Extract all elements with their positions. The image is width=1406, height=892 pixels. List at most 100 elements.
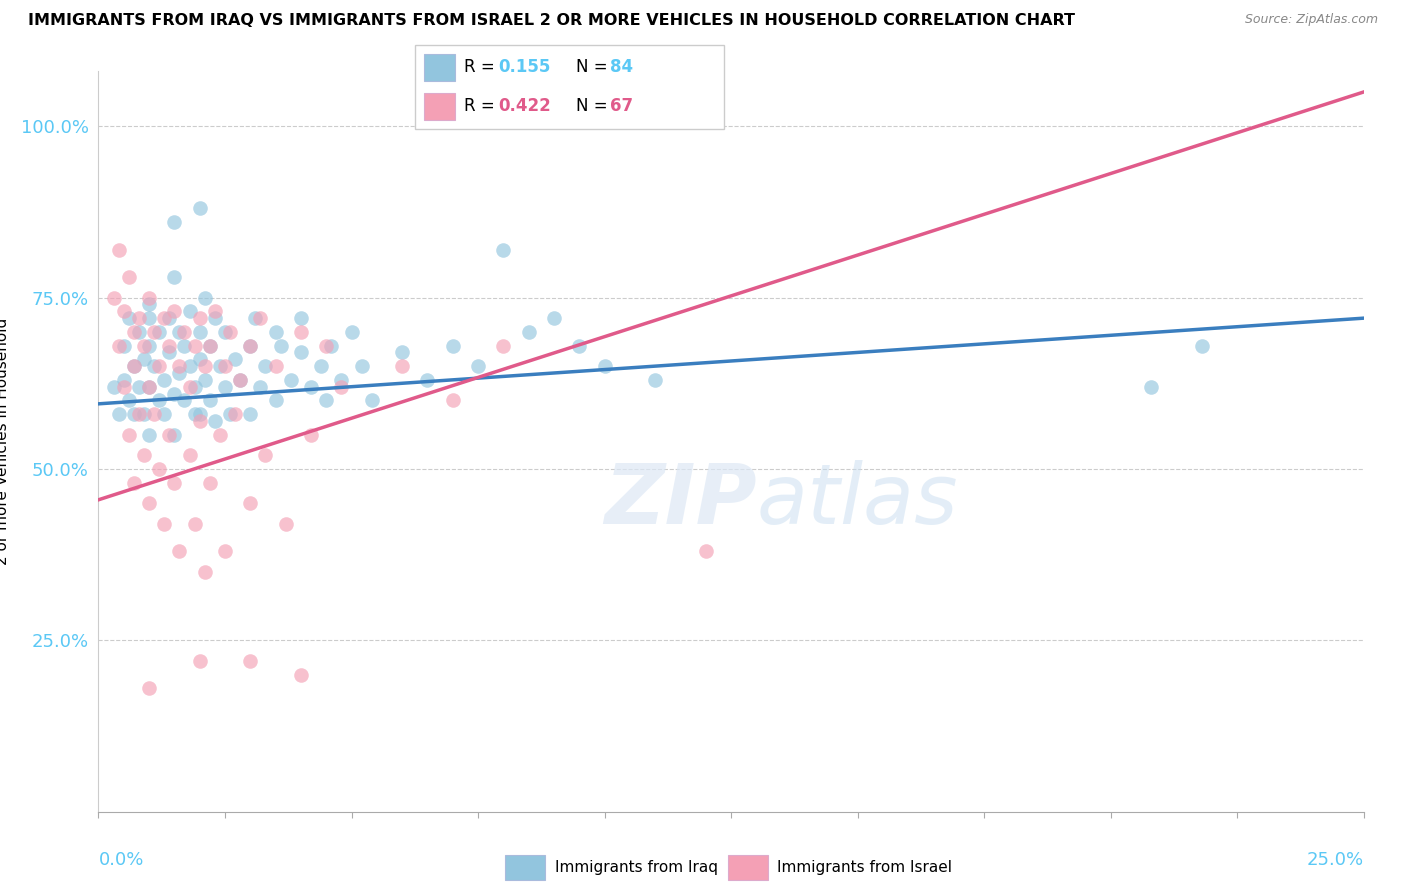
- Text: R =: R =: [464, 97, 501, 115]
- Point: [143, 407, 166, 421]
- Point: [264, 393, 287, 408]
- Point: [122, 407, 145, 421]
- Point: [254, 448, 277, 462]
- Point: [219, 325, 242, 339]
- Point: [208, 427, 231, 442]
- Point: [229, 373, 252, 387]
- Point: [391, 345, 413, 359]
- Point: [163, 270, 186, 285]
- Text: atlas: atlas: [756, 460, 957, 541]
- Point: [239, 407, 262, 421]
- Point: [416, 373, 439, 387]
- Text: IMMIGRANTS FROM IRAQ VS IMMIGRANTS FROM ISRAEL 2 OR MORE VEHICLES IN HOUSEHOLD C: IMMIGRANTS FROM IRAQ VS IMMIGRANTS FROM …: [28, 13, 1076, 29]
- Point: [441, 393, 464, 408]
- Point: [169, 366, 191, 380]
- Point: [274, 516, 297, 531]
- Point: [350, 359, 373, 373]
- Point: [157, 427, 180, 442]
- Point: [107, 407, 129, 421]
- Point: [219, 407, 242, 421]
- Point: [169, 325, 191, 339]
- Point: [143, 325, 166, 339]
- Point: [239, 496, 262, 510]
- Point: [204, 311, 226, 326]
- Point: [183, 380, 205, 394]
- Point: [179, 304, 201, 318]
- Bar: [425, 93, 456, 120]
- Point: [441, 338, 464, 352]
- Point: [321, 338, 343, 352]
- Point: [194, 291, 217, 305]
- Point: [153, 407, 176, 421]
- Point: [138, 297, 160, 311]
- Point: [315, 393, 337, 408]
- Point: [163, 386, 186, 401]
- Text: 25.0%: 25.0%: [1306, 851, 1364, 869]
- Point: [204, 304, 226, 318]
- Point: [173, 325, 195, 339]
- Point: [492, 243, 515, 257]
- Point: [153, 373, 176, 387]
- Point: [245, 311, 267, 326]
- Point: [340, 325, 363, 339]
- Point: [107, 243, 129, 257]
- Point: [138, 496, 160, 510]
- Point: [138, 338, 160, 352]
- Point: [183, 407, 205, 421]
- Point: [132, 407, 155, 421]
- Point: [695, 544, 717, 558]
- Point: [315, 338, 337, 352]
- Point: [360, 393, 382, 408]
- Point: [290, 325, 312, 339]
- Point: [138, 427, 160, 442]
- Point: [568, 338, 591, 352]
- Point: [138, 311, 160, 326]
- Point: [163, 304, 186, 318]
- Point: [118, 270, 141, 285]
- Point: [330, 373, 353, 387]
- Point: [280, 373, 302, 387]
- Point: [132, 352, 155, 367]
- Point: [188, 352, 211, 367]
- Point: [163, 215, 186, 229]
- Point: [118, 393, 141, 408]
- Point: [188, 325, 211, 339]
- Point: [148, 325, 170, 339]
- Point: [132, 338, 155, 352]
- Point: [214, 359, 236, 373]
- Text: ZIP: ZIP: [603, 460, 756, 541]
- Point: [128, 380, 150, 394]
- Point: [163, 427, 186, 442]
- Text: 67: 67: [610, 97, 633, 115]
- Point: [148, 393, 170, 408]
- Point: [183, 338, 205, 352]
- Point: [188, 407, 211, 421]
- Point: [204, 414, 226, 428]
- Point: [169, 359, 191, 373]
- Point: [299, 427, 322, 442]
- Point: [290, 311, 312, 326]
- Point: [112, 338, 135, 352]
- Point: [239, 654, 262, 668]
- Text: 0.155: 0.155: [498, 59, 551, 77]
- Point: [644, 373, 666, 387]
- Point: [249, 311, 271, 326]
- Text: 0.0%: 0.0%: [98, 851, 143, 869]
- Point: [128, 407, 150, 421]
- Text: Immigrants from Iraq: Immigrants from Iraq: [554, 860, 717, 874]
- Point: [239, 338, 262, 352]
- Point: [214, 325, 236, 339]
- Text: Source: ZipAtlas.com: Source: ZipAtlas.com: [1244, 13, 1378, 27]
- Point: [132, 448, 155, 462]
- Point: [290, 667, 312, 681]
- Point: [122, 475, 145, 490]
- Point: [148, 359, 170, 373]
- Point: [138, 380, 160, 394]
- Point: [148, 462, 170, 476]
- Point: [593, 359, 616, 373]
- Point: [179, 359, 201, 373]
- Point: [173, 338, 195, 352]
- Point: [169, 544, 191, 558]
- Point: [163, 475, 186, 490]
- Point: [157, 345, 180, 359]
